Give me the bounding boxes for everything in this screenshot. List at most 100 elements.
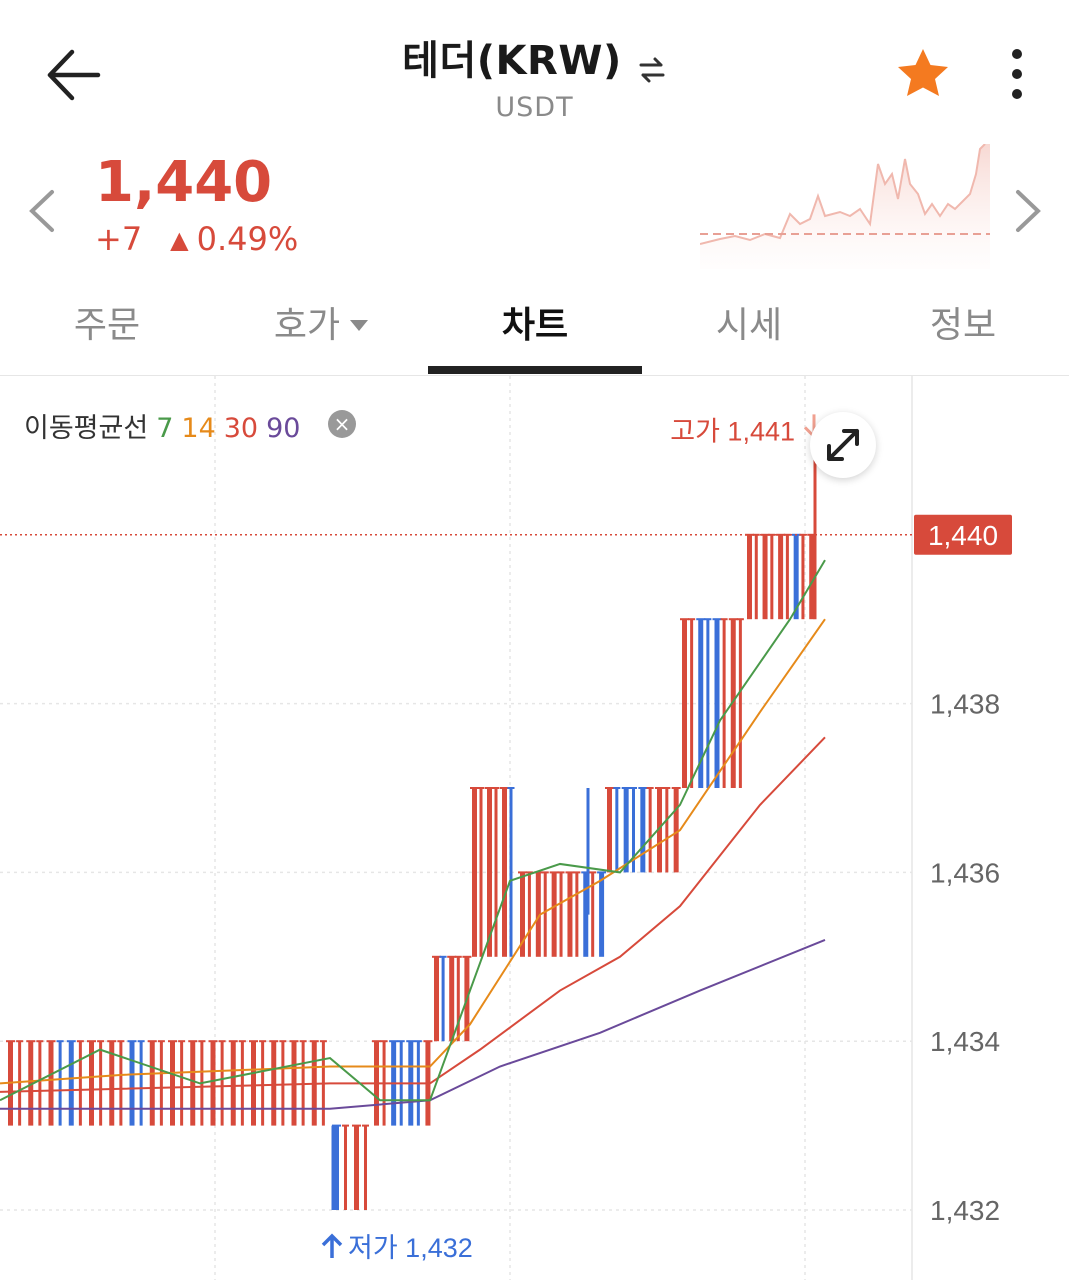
ma-90: 90: [266, 413, 301, 444]
page-subtitle: USDT: [495, 92, 574, 123]
candle-body: [648, 788, 652, 873]
candle-body: [251, 1041, 256, 1126]
candle-body: [18, 1041, 22, 1126]
candle-body: [665, 788, 669, 873]
current-price: 1,440: [95, 150, 273, 215]
price-change: +7 ▲ 0.49%: [95, 220, 298, 258]
candle-body: [575, 872, 579, 957]
candle-body: [129, 1041, 135, 1126]
swap-icon[interactable]: [637, 55, 667, 85]
candle-body: [615, 788, 619, 873]
candle-body: [730, 619, 736, 788]
candle-body: [58, 1041, 62, 1126]
candle-body: [673, 788, 679, 873]
caret-down-icon: [350, 320, 369, 331]
candle-body: [334, 1125, 339, 1210]
candle-body: [591, 872, 595, 957]
current-price-label: 1,440: [928, 520, 998, 551]
ma-14-line: [0, 618, 826, 1085]
y-tick-label: 1,438: [930, 689, 1000, 720]
candle-body: [449, 956, 455, 1042]
candle-body: [583, 872, 589, 957]
high-label: 고가 1,441: [670, 416, 795, 446]
candle-body: [220, 1041, 224, 1126]
candle-body: [778, 534, 784, 620]
tab-info[interactable]: 정보: [856, 296, 1069, 348]
candle-body: [520, 872, 525, 957]
change-percent: 0.49%: [196, 220, 299, 258]
candle-body: [99, 1041, 103, 1126]
candle-body: [456, 956, 460, 1042]
candle-body: [502, 788, 507, 957]
change-amount: +7: [95, 220, 143, 258]
back-arrow-icon[interactable]: [40, 40, 110, 110]
candle-body: [354, 1125, 359, 1210]
page-title: 테더(KRW): [402, 38, 622, 84]
expand-icon: [827, 429, 859, 461]
y-tick-label: 1,432: [930, 1195, 1000, 1226]
candle-body: [28, 1041, 34, 1126]
candle-body: [210, 1041, 216, 1126]
chart-area[interactable]: 1,438 1,436 1,434 1,432 1,440 고가 1,441 저가 1,43…: [0, 376, 1069, 1280]
candle-body: [261, 1041, 265, 1126]
candlestick-chart[interactable]: 1,438 1,436 1,434 1,432 1,440 고가 1,441 저가 1,43…: [0, 376, 1069, 1280]
candle-body: [599, 872, 605, 957]
candle-body: [78, 1041, 82, 1126]
candle-body: [527, 872, 531, 957]
candle-body: [170, 1041, 175, 1126]
tab-orderbook[interactable]: 호가: [214, 296, 428, 348]
close-icon[interactable]: ×: [328, 410, 356, 438]
ma-90-line: [0, 938, 826, 1110]
candle-body: [770, 534, 774, 620]
sparkline-chart: [700, 144, 990, 269]
candle-body: [119, 1041, 123, 1126]
candle-body: [364, 1125, 367, 1210]
ma-7: 7: [156, 413, 174, 444]
title-wrap: 테더(KRW): [0, 28, 1069, 86]
ma-legend[interactable]: 이동평균선 7 14 30 90: [24, 406, 300, 445]
low-label: 저가 1,432: [348, 1233, 473, 1263]
arrow-up-icon: [321, 1233, 343, 1258]
price-bar: 1,440 +7 ▲ 0.49%: [0, 140, 1069, 280]
candle-body: [809, 534, 815, 620]
chevron-right-icon[interactable]: [1008, 186, 1048, 236]
candle-body: [657, 788, 662, 873]
chevron-left-icon[interactable]: [22, 186, 62, 236]
candle-body: [559, 872, 563, 957]
candle-body: [607, 788, 612, 873]
expand-button[interactable]: [810, 412, 876, 478]
candle-body: [281, 1041, 285, 1126]
candle-body: [543, 872, 547, 957]
ma-legend-label: 이동평균선: [24, 413, 149, 444]
tab-market-label: 시세: [715, 305, 783, 346]
header: 테더(KRW) USDT: [0, 0, 1069, 140]
ma-14: 14: [181, 413, 216, 444]
candle-body: [48, 1041, 54, 1126]
tab-orderbook-label: 호가: [273, 305, 341, 346]
candle-body: [785, 534, 789, 620]
tab-chart[interactable]: 차트: [428, 296, 642, 348]
ma-7-line: [0, 559, 826, 1102]
candle-body: [551, 872, 557, 957]
candle-body: [190, 1041, 196, 1126]
tab-order-label: 주문: [73, 305, 141, 346]
candle-body: [623, 788, 629, 873]
candle-body: [441, 956, 445, 1042]
candle-body: [690, 619, 694, 788]
candle-body: [632, 788, 635, 873]
candle-body: [487, 788, 492, 957]
candle-body: [434, 956, 439, 1042]
candle-body: [139, 1041, 143, 1126]
y-tick-label: 1,434: [930, 1026, 1000, 1057]
candle-body: [68, 1041, 74, 1126]
candle-body: [509, 788, 513, 957]
candle-body: [109, 1041, 115, 1126]
candle-body: [640, 788, 646, 873]
tab-market[interactable]: 시세: [642, 296, 856, 348]
candle-body: [682, 619, 687, 788]
candle-body: [722, 619, 726, 788]
candle-body: [149, 1041, 155, 1126]
tab-order[interactable]: 주문: [0, 296, 214, 348]
favorite-star-icon[interactable]: [893, 44, 953, 104]
more-options-icon[interactable]: [1000, 44, 1034, 104]
